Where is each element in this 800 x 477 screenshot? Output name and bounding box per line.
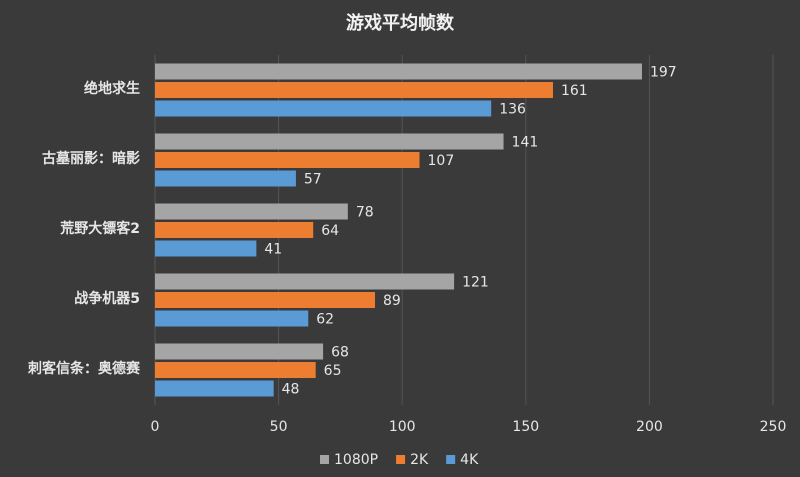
y-tick-label: 荒野大镖客2 bbox=[59, 220, 140, 237]
data-label: 161 bbox=[561, 83, 588, 99]
legend-swatch bbox=[446, 455, 456, 464]
bar bbox=[155, 380, 274, 397]
data-label: 141 bbox=[512, 135, 539, 151]
data-label: 68 bbox=[331, 345, 349, 361]
data-label: 78 bbox=[356, 205, 374, 221]
data-label: 57 bbox=[304, 172, 322, 188]
data-label: 48 bbox=[282, 382, 300, 398]
bar bbox=[155, 310, 309, 327]
data-label: 107 bbox=[428, 153, 455, 169]
data-label: 64 bbox=[321, 223, 339, 239]
x-tick-label: 50 bbox=[270, 419, 288, 435]
chart-title: 游戏平均帧数 bbox=[346, 12, 455, 34]
bar bbox=[155, 343, 324, 360]
y-tick-label: 绝地求生 bbox=[84, 80, 140, 97]
bar bbox=[155, 222, 314, 238]
data-label: 62 bbox=[316, 312, 334, 328]
data-label: 136 bbox=[499, 102, 526, 118]
legend-label: 1080P bbox=[334, 452, 378, 468]
bar bbox=[155, 292, 376, 308]
data-label: 197 bbox=[650, 65, 677, 81]
bar bbox=[155, 240, 257, 257]
bar bbox=[155, 203, 348, 220]
bar bbox=[155, 82, 553, 98]
x-tick-label: 150 bbox=[512, 419, 539, 435]
data-label: 121 bbox=[462, 275, 489, 291]
legend-label: 4K bbox=[460, 452, 479, 468]
bar bbox=[155, 63, 642, 80]
bar bbox=[155, 362, 316, 378]
bar bbox=[155, 133, 504, 150]
y-tick-label: 刺客信条：奥德赛 bbox=[28, 360, 141, 377]
legend-swatch bbox=[320, 455, 329, 464]
x-tick-label: 100 bbox=[389, 419, 416, 435]
bar bbox=[155, 273, 455, 290]
data-label: 65 bbox=[324, 363, 342, 379]
bar bbox=[155, 100, 492, 117]
legend-swatch bbox=[396, 455, 406, 464]
data-label: 41 bbox=[264, 242, 282, 258]
x-tick-label: 250 bbox=[760, 419, 787, 435]
x-tick-label: 0 bbox=[151, 419, 160, 435]
y-tick-label: 战争机器5 bbox=[74, 290, 140, 307]
x-tick-label: 200 bbox=[636, 419, 663, 435]
data-label: 89 bbox=[383, 293, 401, 309]
bar bbox=[155, 152, 420, 168]
legend-label: 2K bbox=[410, 452, 429, 468]
bar bbox=[155, 170, 296, 187]
y-tick-label: 古墓丽影：暗影 bbox=[42, 150, 140, 167]
